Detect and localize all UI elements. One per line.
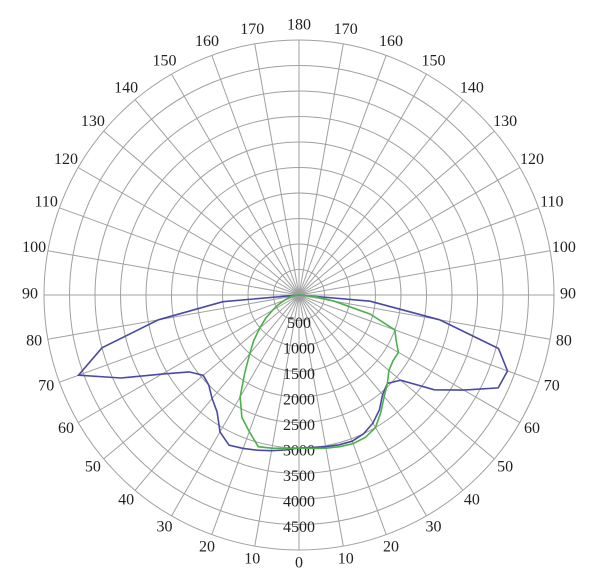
grid-spoke <box>298 167 521 296</box>
grid-spoke <box>77 294 300 423</box>
grid-spoke <box>59 207 300 296</box>
grid-spoke <box>77 167 300 296</box>
r-tick-label: 1500 <box>283 366 315 383</box>
theta-tick-label: 120 <box>54 151 78 168</box>
theta-tick-label: 80 <box>556 332 572 349</box>
theta-tick-label: 40 <box>464 492 480 509</box>
grid-spoke <box>298 294 521 423</box>
theta-tick-label: 60 <box>58 420 74 437</box>
theta-tick-label: 100 <box>552 239 576 256</box>
grid-spoke <box>298 294 495 460</box>
theta-tick-label: 20 <box>199 538 215 555</box>
grid-spoke <box>47 294 300 340</box>
theta-tick-label: 140 <box>460 80 484 97</box>
grid-spoke <box>298 207 539 296</box>
theta-tick-label: 80 <box>26 332 42 349</box>
theta-tick-label: 10 <box>244 551 260 568</box>
grid-spoke <box>298 294 427 517</box>
theta-tick-label: 130 <box>493 113 517 130</box>
grid-spoke <box>298 130 495 296</box>
grid-spoke <box>134 99 300 296</box>
theta-tick-label: 140 <box>114 80 138 97</box>
grid-spoke <box>298 43 344 296</box>
theta-tick-label: 110 <box>35 194 58 211</box>
theta-tick-label: 160 <box>379 33 403 50</box>
theta-tick-label: 90 <box>22 286 38 303</box>
theta-tick-label: 30 <box>157 519 173 536</box>
series-line <box>239 294 400 450</box>
grid-spoke <box>254 294 300 547</box>
grid-spoke <box>298 294 344 547</box>
theta-tick-label: 40 <box>118 492 134 509</box>
grid-spoke <box>298 250 551 296</box>
theta-tick-label: 60 <box>524 420 540 437</box>
r-tick-label: 4000 <box>283 494 315 511</box>
r-tick-label: 2000 <box>283 392 315 409</box>
grid-spoke <box>47 250 300 296</box>
theta-tick-label: 130 <box>81 113 105 130</box>
grid-spoke <box>211 294 300 535</box>
r-tick-label: 3000 <box>283 443 315 460</box>
theta-tick-label: 70 <box>38 378 54 395</box>
r-tick-label: 4500 <box>283 519 315 536</box>
grid-spoke <box>211 55 300 296</box>
theta-tick-label: 160 <box>195 33 219 50</box>
grid-spoke <box>298 294 464 491</box>
r-tick-label: 1000 <box>283 341 315 358</box>
grid-spoke <box>171 294 300 517</box>
theta-tick-label: 150 <box>422 53 446 70</box>
theta-tick-label: 50 <box>85 459 101 476</box>
grid-spoke <box>298 73 427 296</box>
theta-tick-label: 70 <box>544 378 560 395</box>
theta-tick-label: 0 <box>295 555 303 572</box>
theta-tick-label: 180 <box>287 17 311 34</box>
theta-tick-label: 150 <box>153 53 177 70</box>
r-tick-label: 3500 <box>283 468 315 485</box>
theta-tick-label: 50 <box>497 459 513 476</box>
theta-tick-label: 120 <box>520 151 544 168</box>
theta-tick-label: 170 <box>240 21 264 38</box>
grid-spoke <box>298 99 464 296</box>
theta-tick-label: 170 <box>334 21 358 38</box>
grid-spoke <box>254 43 300 296</box>
r-tick-label: 500 <box>287 315 311 332</box>
theta-tick-label: 110 <box>540 194 563 211</box>
grid-spoke <box>298 294 387 535</box>
grid-spoke <box>103 130 300 296</box>
r-tick-label: 2500 <box>283 417 315 434</box>
grid-spoke <box>134 294 300 491</box>
grid-spoke <box>103 294 300 460</box>
theta-tick-label: 10 <box>338 551 354 568</box>
grid-spoke <box>298 55 387 296</box>
theta-tick-label: 100 <box>22 239 46 256</box>
grid-spoke <box>171 73 300 296</box>
grid-spoke <box>298 294 551 340</box>
theta-tick-label: 90 <box>560 286 576 303</box>
grid-spoke <box>59 294 300 383</box>
grid-spoke <box>298 294 539 383</box>
theta-tick-label: 30 <box>426 519 442 536</box>
theta-tick-label: 20 <box>383 538 399 555</box>
